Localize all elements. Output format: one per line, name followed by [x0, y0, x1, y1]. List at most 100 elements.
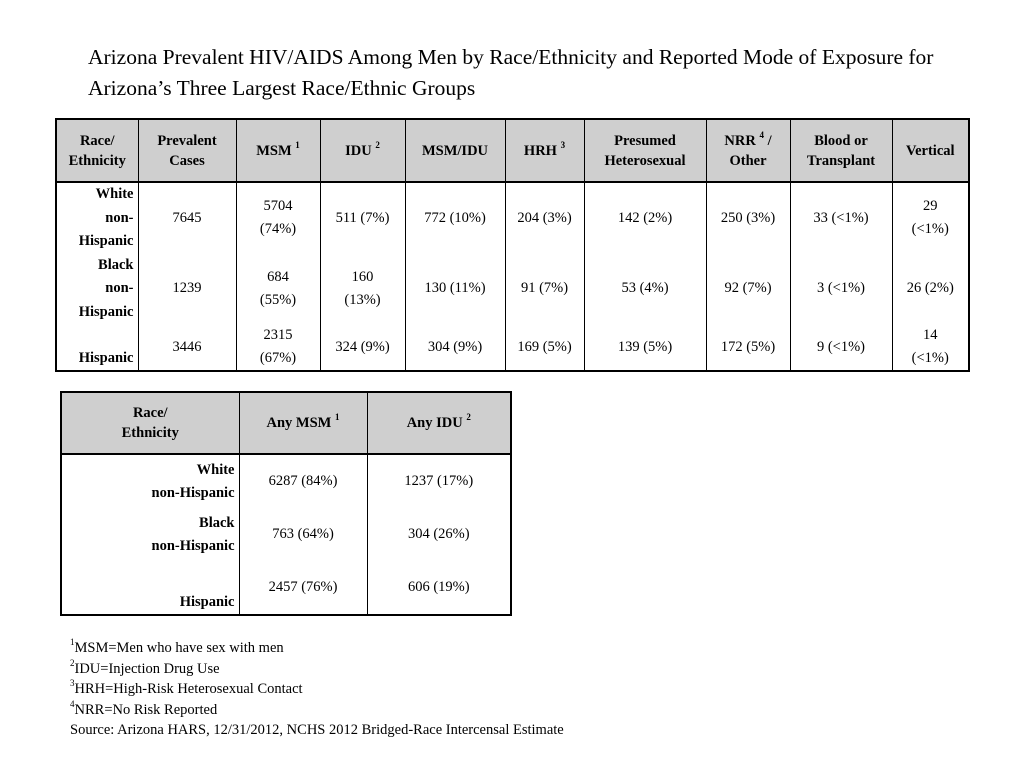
row-header-line: Hispanic: [78, 303, 134, 320]
table-cell: 33 (<1%): [789, 181, 893, 254]
table-cell: 130 (11%): [404, 253, 506, 324]
table-header-row: Race/Ethnicity Any MSM 1 Any IDU 2: [60, 391, 512, 455]
header-label: Presumed: [614, 132, 676, 149]
cell-value: 29: [923, 198, 938, 215]
column-header: Race/Ethnicity: [55, 118, 139, 183]
footnote-text: HRH=High-Risk Heterosexual Contact: [74, 681, 303, 697]
table-cell: 511 (7%): [319, 181, 406, 254]
header-label: Race/: [132, 405, 168, 421]
header-label: Ethnicity: [68, 152, 126, 169]
footnote: 1MSM=Men who have sex with men: [70, 638, 564, 659]
table-cell: 3446: [137, 324, 237, 371]
column-header: Any IDU 2: [366, 391, 512, 455]
cell-value: 3446: [172, 338, 202, 355]
table-cell: 53 (4%): [583, 253, 707, 324]
cell-value: 772 (10%): [424, 209, 486, 226]
footnote-marker: 3: [560, 139, 566, 150]
cell-value: 142 (2%): [617, 209, 673, 226]
table-cell: 7645: [137, 181, 237, 254]
cell-value: 3 (<1%): [816, 280, 866, 297]
row-header-line: Hispanic: [78, 349, 134, 366]
row-header: Hispanic: [55, 324, 139, 371]
header-label: Vertical: [905, 142, 955, 159]
table-cell: 2315 (67%): [235, 324, 321, 371]
footnote-marker: 1: [334, 412, 340, 423]
footnote-marker: 1: [295, 139, 300, 150]
table-cell: 29 (<1%): [891, 181, 970, 254]
footnote-marker: 4: [759, 129, 764, 140]
column-header: Prevalent Cases: [137, 118, 237, 183]
table-cell: 304 (26%): [366, 508, 512, 561]
column-header: MSM/IDU: [404, 118, 506, 183]
cell-value: 53 (4%): [621, 280, 669, 297]
table-cell: 92 (7%): [705, 253, 791, 324]
column-header: Any MSM 1: [238, 391, 368, 455]
footnote: 3HRH=High-Risk Heterosexual Contact: [70, 679, 564, 700]
column-header: Race/Ethnicity: [60, 391, 240, 455]
header-label: MSM: [256, 142, 292, 159]
header-label: Any MSM: [266, 415, 332, 431]
table-cell: 172 (5%): [705, 324, 791, 371]
cell-value: 9 (<1%): [816, 338, 866, 355]
row-header-line: Hispanic: [179, 594, 235, 610]
table-row: White non-Hispanic 6287 (84%) 1237 (17%): [60, 453, 512, 508]
cell-value: 2315: [263, 327, 293, 343]
table-header-row: Race/Ethnicity Prevalent Cases MSM 1 IDU 2 MS…: [55, 118, 970, 183]
table-cell: 169 (5%): [504, 324, 585, 371]
table-cell: 14 (<1%): [891, 324, 970, 371]
exposure-table: Race/Ethnicity Prevalent Cases MSM 1 IDU 2 MS…: [55, 118, 970, 372]
table-row: White non- Hispanic 7645 5704 (74%) 511 (7%) 77…: [55, 181, 970, 254]
cell-value: 1239: [172, 280, 202, 297]
footnote-marker: 2: [70, 657, 75, 668]
row-header: Hispanic: [60, 561, 240, 615]
cell-value: (<1%): [911, 221, 949, 238]
footnote: 4NRR=No Risk Reported: [70, 699, 564, 721]
column-header: MSM 1: [235, 118, 321, 183]
row-header-line: White: [196, 461, 235, 478]
header-label: Blood or: [814, 132, 868, 149]
row-header-line: Black: [98, 256, 134, 273]
footnote: Source: Arizona HARS, 12/31/2012, NCHS 2…: [70, 720, 564, 741]
table-cell: 2457 (76%): [238, 561, 368, 615]
row-header: White non-Hispanic: [60, 453, 240, 508]
cell-value: 130 (11%): [424, 280, 486, 297]
table-cell: 1239: [137, 253, 237, 324]
footnote-text: Source: Arizona HARS, 12/31/2012, NCHS 2…: [70, 722, 564, 738]
cell-value: 139 (5%): [617, 338, 673, 355]
header-label: Transplant: [806, 152, 876, 169]
table-cell: 91 (7%): [504, 253, 585, 324]
header-label: Heterosexual: [604, 152, 686, 169]
table-cell: 684 (55%): [235, 253, 321, 324]
table-cell: 139 (5%): [583, 324, 707, 371]
table-row: Black non- Hispanic 1239 684 (55%) 160 (13%) 130…: [55, 253, 970, 324]
table-cell: 160 (13%): [319, 253, 406, 324]
footnote-text: NRR=No Risk Reported: [74, 701, 218, 718]
cell-value: 169 (5%): [517, 338, 572, 355]
footnote-marker: 3: [70, 678, 75, 689]
column-header: NRR 4 / Other: [705, 118, 791, 183]
header-label: Ethnicity: [121, 425, 179, 441]
row-header-line: non-Hispanic: [151, 484, 235, 501]
row-header-line: White: [95, 186, 134, 202]
cell-value: (<1%): [911, 350, 949, 366]
table-row: Hispanic 2457 (76%) 606 (19%): [60, 561, 512, 615]
cell-value: 91 (7%): [520, 280, 569, 297]
table-cell: 606 (19%): [366, 561, 512, 615]
column-header: HRH 3: [504, 118, 585, 183]
header-label: IDU: [345, 142, 372, 159]
cell-value: 160: [351, 268, 374, 285]
table-cell: 204 (3%): [504, 181, 585, 254]
cell-value: 324 (9%): [335, 338, 390, 355]
cell-value: (67%): [259, 350, 297, 366]
cell-value: 304 (9%): [427, 338, 483, 355]
cell-value: (13%): [344, 291, 381, 308]
header-label: Cases: [169, 152, 205, 169]
table-cell: 26 (2%): [891, 253, 970, 324]
page-title: Arizona Prevalent HIV/AIDS Among Men by …: [88, 45, 934, 100]
table-row: Hispanic 3446 2315 (67%) 324 (9%) 304 (9%) 169…: [55, 324, 970, 371]
header-label: MSM/IDU: [421, 142, 489, 159]
header-label: Any IDU: [406, 415, 463, 431]
cell-value: 511 (7%): [335, 209, 390, 226]
